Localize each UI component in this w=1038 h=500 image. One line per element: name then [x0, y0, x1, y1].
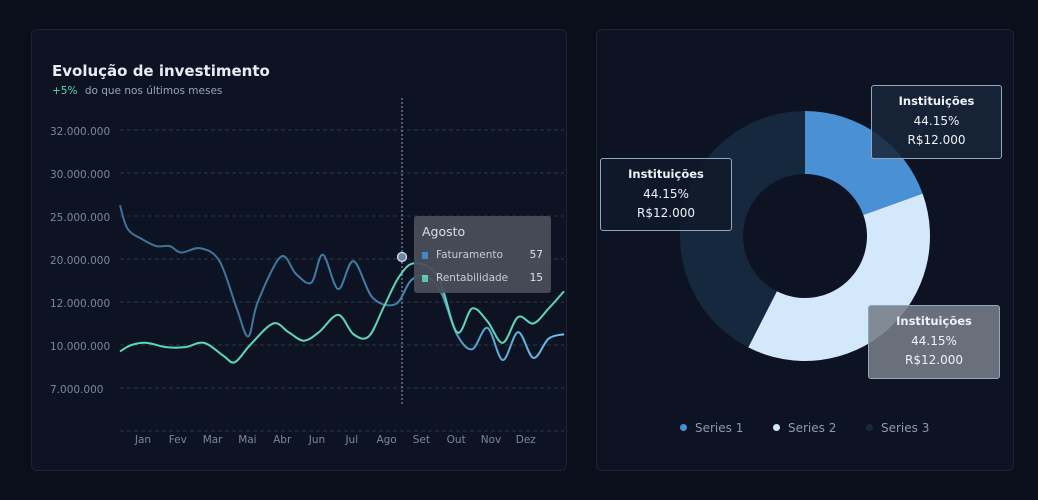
x-tick-label: Jun [308, 434, 325, 446]
donut-card: Instituições 44.15% R$12.000 Instituiçõe… [596, 29, 1014, 471]
y-tick-label: 20.000.000 [50, 255, 110, 267]
line-chart[interactable]: 7.000.000 10.000.000 12.000.000 20.000.000 2… [32, 30, 568, 472]
y-tick-label: 10.000.000 [50, 341, 110, 353]
callout-value: R$12.000 [905, 353, 963, 367]
donut-callout-2: Instituições 44.15% R$12.000 [600, 158, 732, 231]
x-tick-label: Out [447, 434, 466, 446]
x-tick-label: Mai [238, 434, 256, 446]
subtitle-text: do que nos últimos meses [84, 85, 223, 97]
callout-percent: 44.15% [913, 114, 960, 128]
callout-title: Instituições [896, 314, 972, 328]
x-tick-label: Ago [376, 434, 396, 446]
x-tick-label: Nov [481, 434, 502, 446]
chart-title: Evolução de investimento [52, 62, 270, 80]
callout-percent: 44.15% [911, 334, 957, 348]
tooltip-row1-label: Faturamento [436, 249, 503, 261]
y-tick-label: 32.000.000 [50, 126, 110, 138]
series-line-rentabilidade [119, 262, 565, 364]
legend-dot [866, 424, 873, 431]
legend-dot [773, 424, 780, 431]
hover-point [396, 251, 408, 263]
x-tick-label: Dez [516, 434, 537, 446]
donut-callout-1: Instituições 44.15% R$12.000 [871, 85, 1002, 159]
callout-value: R$12.000 [637, 206, 695, 220]
tooltip-row-faturamento: Faturamento 57 [422, 249, 543, 261]
investment-evolution-card: Evolução de investimento +5% do que nos … [31, 29, 567, 471]
x-tick-label: Set [413, 434, 430, 446]
legend-item-series-3[interactable]: Series 3 [866, 421, 929, 435]
tooltip-row1-value: 57 [529, 249, 543, 261]
callout-title: Instituições [628, 167, 704, 181]
donut-slice-1 [805, 111, 923, 215]
x-tick-label: Fev [169, 434, 187, 446]
x-tick-label: Jan [134, 434, 151, 446]
y-tick-label: 30.000.000 [50, 169, 110, 181]
donut-callout-3: Instituições 44.15% R$12.000 [868, 305, 1000, 379]
x-tick-label: Jul [344, 434, 358, 446]
series-line-faturamento [119, 204, 565, 362]
tooltip-title: Agosto [422, 224, 466, 239]
rentabilidade-swatch [422, 274, 428, 282]
y-tick-label: 7.000.000 [50, 384, 103, 396]
legend-label: Series 2 [788, 421, 837, 435]
tooltip-row-rentabilidade: Rentabilidade 15 [422, 272, 543, 284]
callout-percent: 44.15% [643, 187, 689, 201]
x-tick-label: Abr [273, 434, 292, 446]
faturamento-swatch [422, 251, 428, 259]
x-tick-label: Mar [203, 434, 223, 446]
legend-item-series-2[interactable]: Series 2 [773, 421, 836, 435]
y-tick-label: 12.000.000 [50, 298, 110, 310]
legend-label: Series 1 [695, 421, 744, 435]
callout-value: R$12.000 [907, 133, 966, 147]
legend-item-series-1[interactable]: Series 1 [680, 421, 743, 435]
callout-title: Instituições [898, 94, 975, 108]
chart-subtitle: +5% do que nos últimos meses [52, 85, 222, 97]
legend-dot [680, 424, 687, 431]
tooltip-row2-label: Rentabilidade [436, 272, 509, 284]
chart-tooltip: Agosto Faturamento 57 Rentabilidade 15 [414, 216, 551, 293]
subtitle-percent: +5% [52, 85, 78, 97]
legend-label: Series 3 [881, 421, 930, 435]
y-tick-label: 25.000.000 [50, 212, 110, 224]
tooltip-row2-value: 15 [529, 272, 543, 284]
